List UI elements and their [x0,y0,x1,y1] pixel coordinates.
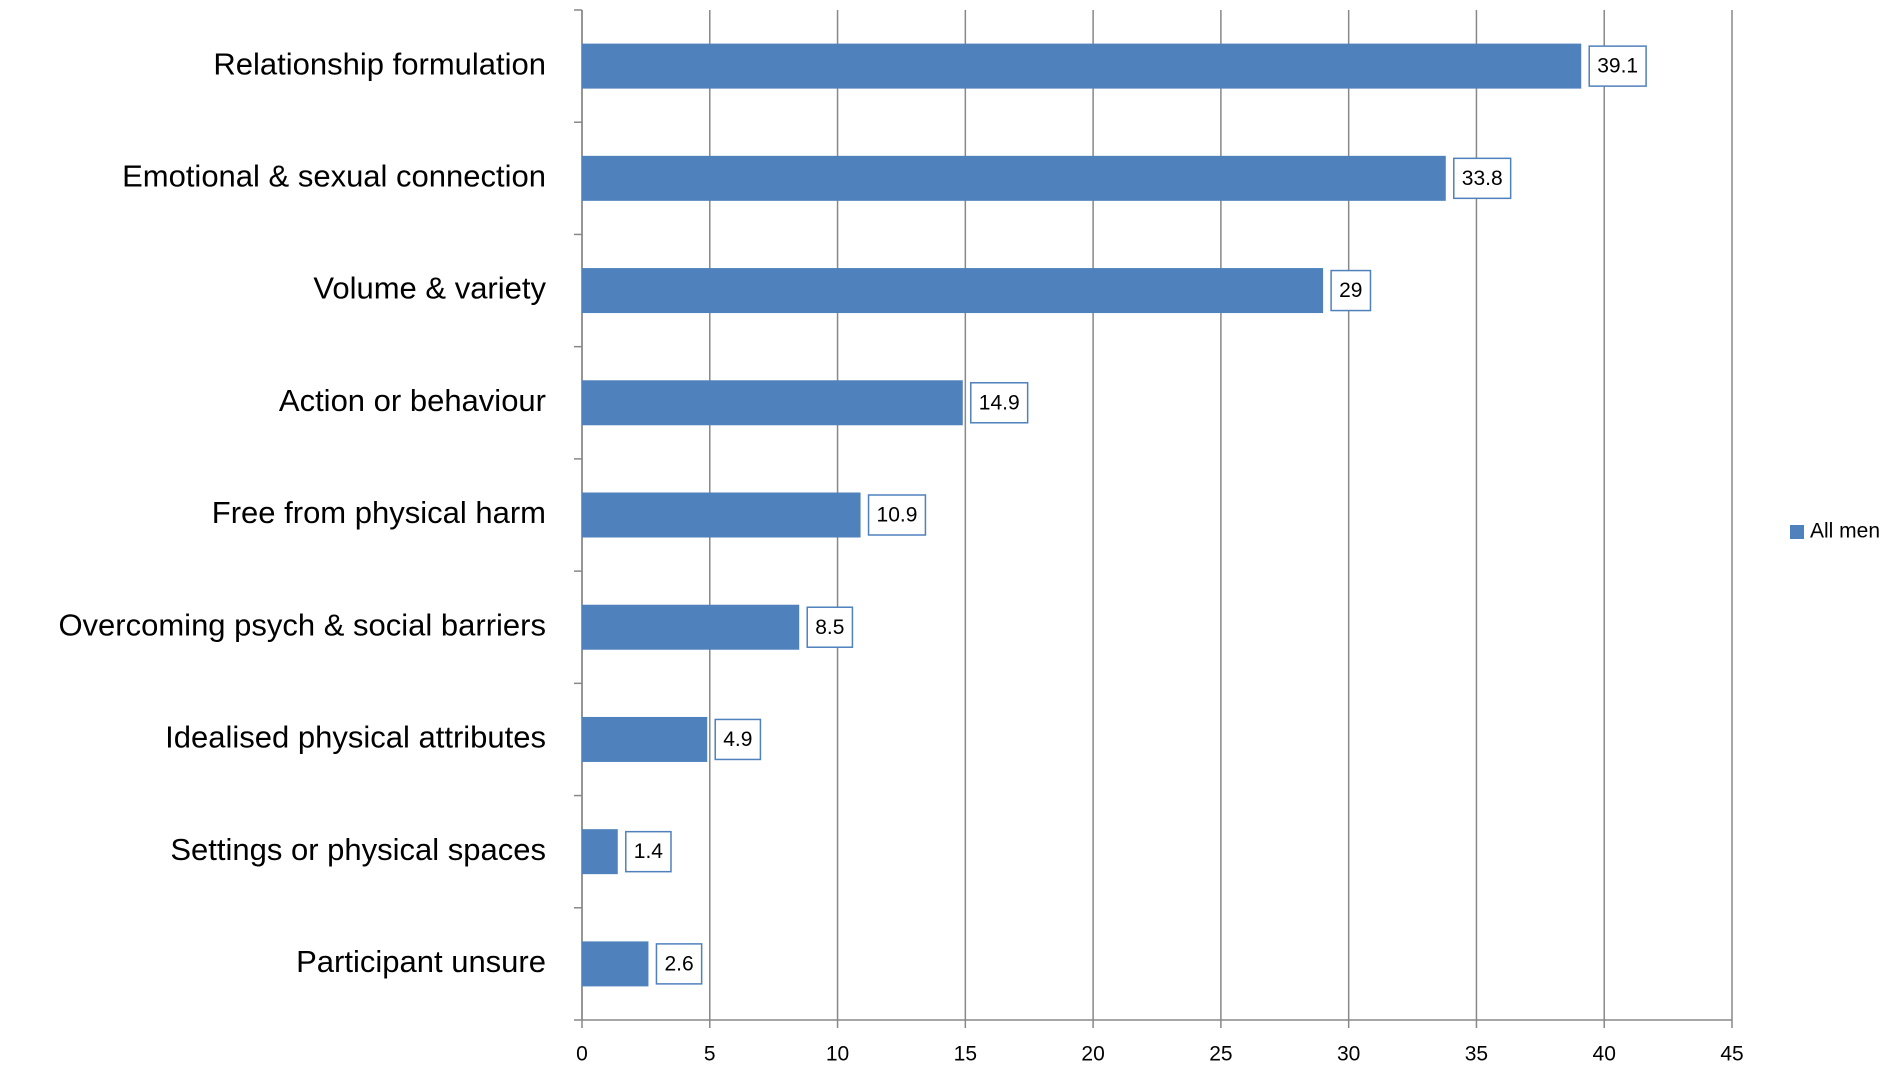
data-label-box [1330,269,1372,312]
bar [582,941,649,987]
x-tick-label: 45 [1720,1043,1743,1066]
x-tick-label: 15 [954,1043,977,1066]
y-tick-label: Participant unsure [296,944,546,979]
x-tick-label: 20 [1081,1043,1104,1066]
data-label-box [1453,157,1512,200]
bar [582,43,1582,89]
y-tick-label: Idealised physical attributes [165,720,546,755]
data-label-text: 10.9 [877,504,918,527]
bar [582,268,1324,314]
data-label-text: 1.4 [634,840,664,863]
x-tick-label: 30 [1337,1043,1360,1066]
data-label-box [1588,45,1647,87]
data-label-box [625,830,672,873]
data-label-text: 2.6 [664,952,693,975]
bar [582,604,800,650]
y-tick-label: Action or behaviour [279,383,546,418]
data-label-text: 14.9 [979,391,1020,414]
data-label-box [867,494,927,536]
data-label-box [714,718,762,761]
data-label: 33.8 [1453,157,1512,200]
data-label: 1.4 [625,830,672,873]
bar [582,829,618,875]
data-label: 14.9 [970,382,1029,424]
data-label: 10.9 [867,494,927,536]
x-tick-label: 40 [1593,1043,1616,1066]
data-label-text: 4.9 [723,728,752,751]
data-label-box [970,382,1029,424]
data-label: 29 [1330,269,1372,312]
y-tick-label: Relationship formulation [213,46,546,81]
data-label-text: 33.8 [1462,167,1503,190]
bar [582,155,1446,201]
data-label-text: 8.5 [815,616,844,639]
x-tick-label: 35 [1465,1043,1488,1066]
legend-label: All men [1810,520,1880,543]
legend-swatch [1790,525,1804,539]
data-label: 8.5 [806,606,854,648]
bar [582,492,861,538]
bar [582,716,708,762]
y-tick-label: Volume & variety [313,271,546,306]
x-tick-label: 10 [826,1043,849,1066]
data-label: 39.1 [1588,45,1647,87]
y-tick-label: Overcoming psych & social barriers [58,607,546,642]
x-tick-label: 25 [1209,1043,1232,1066]
y-tick-label: Free from physical harm [212,495,546,530]
data-label-box [655,943,703,985]
data-label-text: 39.1 [1597,55,1638,78]
x-tick-label: 5 [704,1043,716,1066]
x-tick-label: 0 [576,1043,588,1066]
data-label: 4.9 [714,718,762,761]
bar [582,380,963,426]
y-tick-label: Emotional & sexual connection [122,159,546,194]
data-label-box [806,606,854,648]
data-label: 2.6 [655,943,703,985]
y-tick-label: Settings or physical spaces [170,832,546,867]
data-label-text: 29 [1339,279,1362,302]
